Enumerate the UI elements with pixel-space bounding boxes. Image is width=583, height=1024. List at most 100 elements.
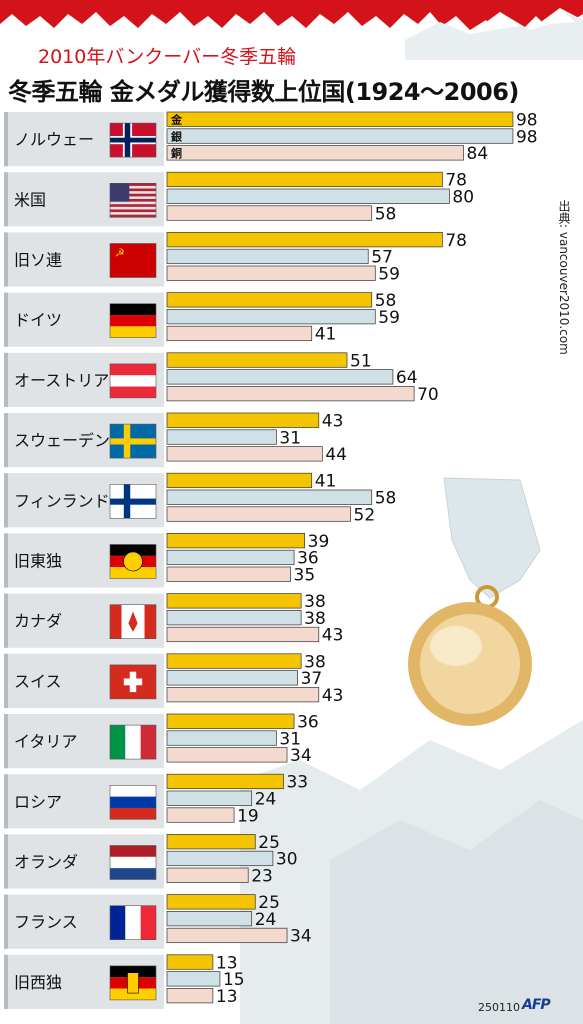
bar-value-label: 13 <box>216 987 238 1007</box>
country-label: 米国 <box>14 190 46 209</box>
bar-value-label: 43 <box>322 626 344 646</box>
afp-logo: AFP <box>522 997 551 1013</box>
source-note: 出典: vancouver2010.com <box>557 200 571 355</box>
bar <box>166 248 369 265</box>
red-header-band <box>0 0 583 34</box>
east-germany-flag-icon <box>109 544 157 579</box>
ussr-flag-icon: ☭ <box>109 243 157 278</box>
sweden-flag-icon <box>109 423 157 459</box>
country-label: 旧ソ連 <box>14 251 62 270</box>
bar <box>166 653 302 669</box>
bar <box>166 533 306 549</box>
bar <box>166 429 277 445</box>
bar <box>166 265 376 281</box>
bar <box>166 472 313 489</box>
bar-value-label: 59 <box>378 308 400 328</box>
bar-value-label: 36 <box>297 549 319 569</box>
country-row: スウェーデン 43 31 44 <box>4 412 347 468</box>
bar-value-label: 52 <box>354 505 376 525</box>
bar-value-label: 25 <box>258 833 280 853</box>
bar <box>166 145 464 161</box>
bar-value-label: 38 <box>304 609 326 629</box>
bar-value-label: 33 <box>286 773 308 793</box>
bar <box>166 309 376 325</box>
bar-value-label: 25 <box>258 893 280 913</box>
bar <box>166 352 348 368</box>
bar-value-label: 38 <box>304 592 326 612</box>
bar-value-label: 24 <box>255 790 277 810</box>
bar <box>166 549 295 566</box>
country-label: ドイツ <box>14 311 62 330</box>
russia-flag-icon <box>109 784 157 820</box>
bar-value-label: 78 <box>445 171 467 191</box>
country-label: フランス <box>14 913 78 932</box>
bar-value-label: 43 <box>322 412 344 432</box>
canada-flag-icon <box>109 604 157 640</box>
bar-value-label: 36 <box>297 713 319 733</box>
bar <box>166 834 256 850</box>
bar-value-label: 30 <box>276 850 298 870</box>
west-germany-flag-icon <box>109 965 157 1001</box>
chart-subtitle: 2010年バンクーバー冬季五輪 <box>38 46 297 68</box>
country-label: スイス <box>14 672 62 691</box>
bar <box>166 954 214 970</box>
bar <box>166 807 235 823</box>
bar <box>166 593 302 609</box>
bar <box>166 850 274 867</box>
bar-value-label: 31 <box>279 428 301 448</box>
bar-value-label: 59 <box>378 265 400 285</box>
bar-value-label: 78 <box>445 231 467 251</box>
bar <box>166 971 221 987</box>
svg-text:☭: ☭ <box>115 247 125 260</box>
bar-value-label: 98 <box>516 111 538 131</box>
bar-value-label: 58 <box>375 291 397 311</box>
bar-value-label: 58 <box>375 489 397 509</box>
bar-value-label: 23 <box>251 867 273 887</box>
bar <box>166 911 253 927</box>
bar-value-label: 70 <box>417 385 439 405</box>
bar-value-label: 15 <box>223 970 245 990</box>
bar <box>166 867 249 883</box>
bar <box>166 489 373 505</box>
bar-value-label: 39 <box>308 532 330 552</box>
bar <box>166 128 514 144</box>
bar-value-label: 31 <box>279 729 301 749</box>
country-label: カナダ <box>14 612 62 631</box>
bar-value-label: 34 <box>290 746 312 766</box>
bar <box>166 111 514 127</box>
bar-value-label: 43 <box>322 686 344 706</box>
bar <box>166 171 443 188</box>
usa-flag-icon <box>109 183 157 218</box>
bar-value-label: 58 <box>375 204 397 224</box>
bar <box>166 790 253 806</box>
series-label: 銀 <box>171 129 182 143</box>
series-label: 銅 <box>171 146 182 160</box>
bar-value-label: 13 <box>216 953 238 973</box>
country-label: フィンランド <box>14 491 110 510</box>
country-label: ロシア <box>14 792 62 811</box>
country-label: オーストリア <box>14 371 109 390</box>
bar <box>166 292 373 308</box>
bar <box>166 747 288 763</box>
bar <box>166 626 320 643</box>
france-flag-icon <box>109 905 157 941</box>
bar <box>166 566 291 582</box>
norway-flag-icon <box>109 122 157 158</box>
bar <box>166 713 295 729</box>
bar <box>166 386 415 402</box>
country-label: 旧西独 <box>14 973 62 992</box>
bar-value-label: 84 <box>467 144 489 164</box>
bar <box>166 232 443 248</box>
italy-flag-icon <box>109 724 157 760</box>
bar <box>166 188 450 204</box>
bar <box>166 927 288 944</box>
bar <box>166 369 394 385</box>
bar-value-label: 44 <box>325 445 347 465</box>
